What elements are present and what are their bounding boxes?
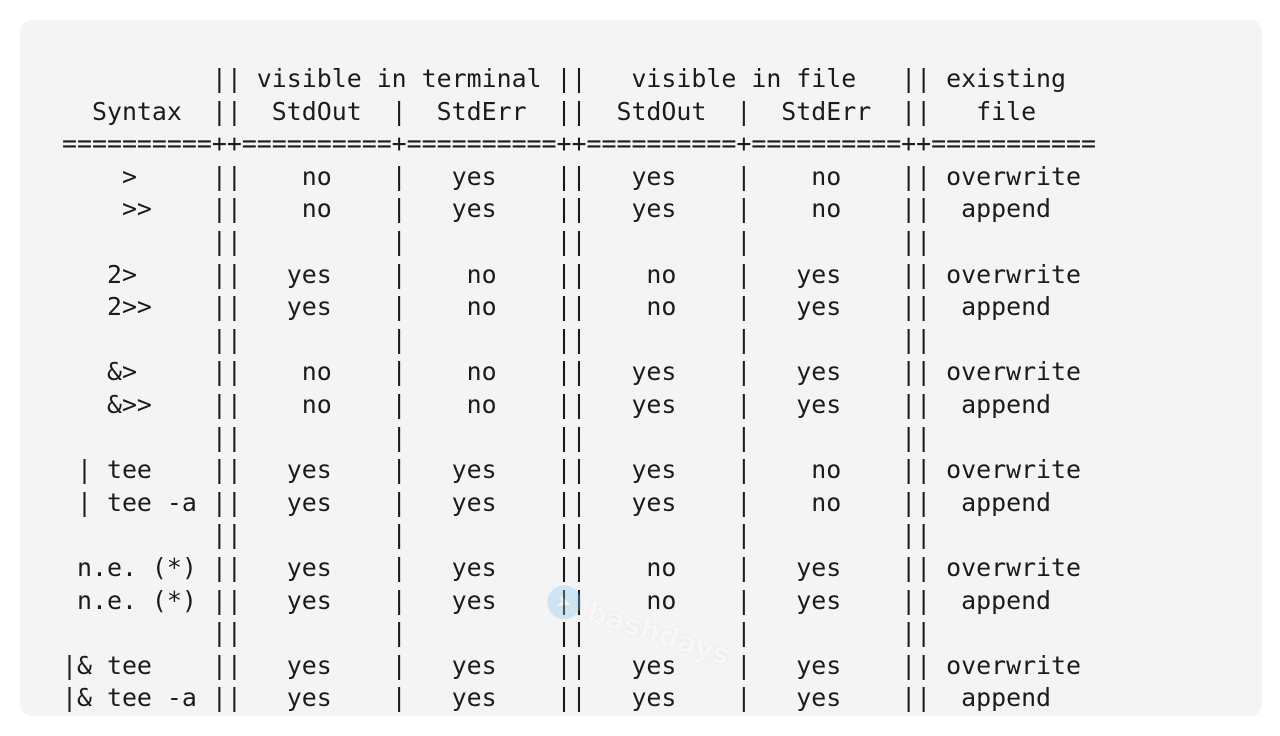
spacer-row: || | || | || <box>62 618 932 648</box>
spacer-row: || | || | || <box>62 226 932 256</box>
separator-line: ==========++==========+==========++=====… <box>62 129 1096 159</box>
spacer-row: || | || | || <box>62 324 932 354</box>
table-row: | tee || yes | yes || yes | no || overwr… <box>62 455 1082 485</box>
table-row: 2> || yes | no || no | yes || overwrite <box>62 259 1082 289</box>
redirection-table: || visible in terminal || visible in fil… <box>62 63 1096 715</box>
code-block: || visible in terminal || visible in fil… <box>20 20 1262 716</box>
table-row: n.e. (*) || yes | yes || no | yes || ove… <box>62 552 1082 582</box>
table-row: >> || no | yes || yes | no || append <box>62 194 1052 224</box>
table-row: 2>> || yes | no || no | yes || append <box>62 292 1052 322</box>
spacer-row: || | || | || <box>62 520 932 550</box>
table-row: |& tee || yes | yes || yes | yes || over… <box>62 650 1082 680</box>
table-row: |& tee -a || yes | yes || yes | yes || a… <box>62 683 1052 713</box>
header-line-1: || visible in terminal || visible in fil… <box>62 64 1067 93</box>
spacer-row: || | || | || <box>62 422 932 452</box>
table-row: &>> || no | no || yes | yes || append <box>62 389 1052 419</box>
header-line-2: Syntax || StdOut | StdErr || StdOut | St… <box>62 96 1037 126</box>
table-row: n.e. (*) || yes | yes || no | yes || app… <box>62 585 1052 615</box>
table-row: &> || no | no || yes | yes || overwrite <box>62 357 1082 387</box>
table-row: | tee -a || yes | yes || yes | no || app… <box>62 487 1052 517</box>
table-row: > || no | yes || yes | no || overwrite <box>62 161 1082 191</box>
